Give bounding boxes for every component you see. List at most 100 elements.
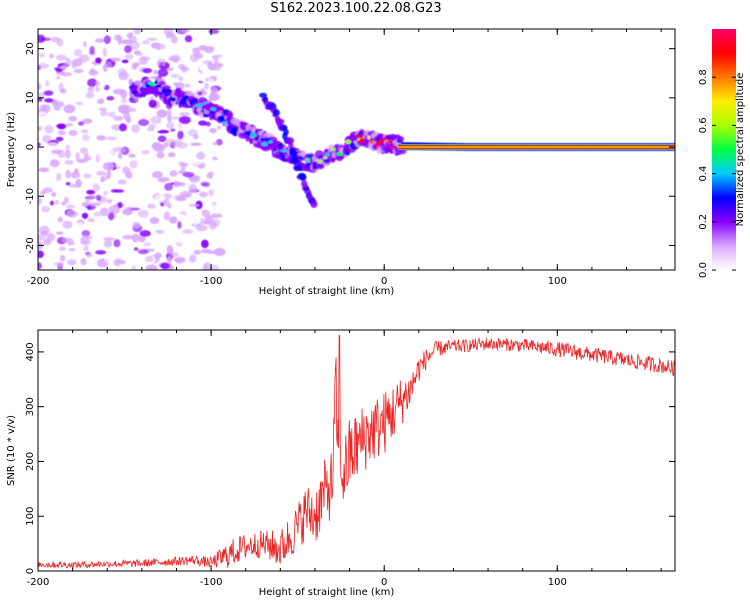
spectrogram-noise-blob xyxy=(140,126,146,133)
spectrogram-noise-blob xyxy=(73,48,83,57)
spectrogram-noise-blob xyxy=(154,124,162,131)
spectrogram-ridge-core xyxy=(184,95,189,99)
spectrogram-noise-blob xyxy=(63,196,69,204)
spectrogram-noise-blob xyxy=(54,199,60,205)
spectrogram-noise-blob xyxy=(198,75,206,82)
spectrogram-noise-blob xyxy=(123,104,131,110)
spectrogram-noise-blob xyxy=(157,68,169,77)
spectrogram-noise-blob xyxy=(209,127,217,134)
spectrogram-noise-blob xyxy=(144,255,154,263)
spectrogram-noise-blob xyxy=(124,45,132,54)
spectrogram-noise-blob xyxy=(112,88,125,95)
spectrogram-noise-blob xyxy=(147,267,159,270)
spectrogram-noise-blob xyxy=(65,149,71,159)
spectrogram-noise-blob xyxy=(57,149,66,159)
spectrogram-noise-blob xyxy=(46,71,55,78)
spectrogram-noise-blob xyxy=(180,211,187,216)
spectrogram-noise-blob xyxy=(124,53,134,60)
colorbar-tick-label: 0.6 xyxy=(698,117,709,133)
spectrogram-noise-blob xyxy=(85,92,95,99)
spectrogram-noise-blob xyxy=(53,103,61,111)
spectrogram-noise-blob xyxy=(40,37,52,41)
spectrogram-noise-blob xyxy=(202,60,213,65)
spectrogram-noise-blob xyxy=(62,220,73,229)
spectrogram-secondary-blob xyxy=(288,142,294,148)
spectrogram-noise-blob xyxy=(128,32,134,37)
spectrogram-secondary-blob xyxy=(299,173,307,182)
spectrogram-ridge-core xyxy=(261,142,268,147)
spectrogram-noise-blob xyxy=(51,191,56,197)
spectrogram-noise-blob xyxy=(177,221,182,229)
spectrogram-noise-blob xyxy=(63,104,76,114)
spectrogram-noise-blob xyxy=(82,235,93,240)
spectrogram-noise-blob xyxy=(137,249,149,255)
spectrogram-noise-blob xyxy=(183,147,193,155)
spectrogram-noise-blob xyxy=(154,252,162,258)
spectrogram-noise-blob xyxy=(135,137,148,146)
spectrogram-noise-blob xyxy=(117,68,127,76)
spectrogram-noise-blob xyxy=(182,134,194,142)
spectrogram-noise-blob xyxy=(77,221,84,229)
spectrogram-noise-blob xyxy=(56,38,64,47)
spectrogram-noise-blob xyxy=(129,160,138,169)
spectrogram-noise-blob xyxy=(175,234,185,244)
spectrogram-noise-blob xyxy=(157,129,170,134)
spectrogram-noise-blob xyxy=(131,124,140,134)
spectrogram-noise-blob xyxy=(57,130,66,136)
spectrogram-ridge-core xyxy=(179,100,186,105)
spectrogram-noise-blob xyxy=(81,118,93,124)
spectrogram-noise-blob xyxy=(95,170,107,176)
spectrogram-noise-blob xyxy=(55,76,61,80)
spectrogram-ridge-core xyxy=(249,132,257,138)
spectrogram-noise-blob xyxy=(49,200,54,206)
spectrogram-ridge-core xyxy=(221,121,228,124)
spectrogram-noise-blob xyxy=(163,211,170,221)
spectrogram-noise-blob xyxy=(208,29,220,35)
spectrogram-noise-blob xyxy=(146,127,155,132)
snr-xlabel: Height of straight line (km) xyxy=(259,587,395,598)
spectrogram-secondary-blob xyxy=(296,164,303,171)
spectrogram-ridge-blob xyxy=(153,91,159,98)
spectrogram-ridge-core xyxy=(361,135,366,139)
spectrogram-noise-blob xyxy=(87,217,95,223)
spectrogram-noise-blob xyxy=(149,75,159,80)
spectrogram-ridge-core xyxy=(375,144,379,148)
spectrogram-noise-blob xyxy=(182,171,195,178)
spectrogram-noise-blob xyxy=(168,248,175,253)
spectrogram-noise-blob xyxy=(166,109,172,116)
spectrogram-noise-blob xyxy=(72,208,84,212)
spectrogram-noise-blob xyxy=(112,68,117,76)
spectrogram-noise-blob xyxy=(185,83,190,88)
spectrogram-ytick-label: 10 xyxy=(25,91,36,104)
spectrogram-ridge-core xyxy=(388,140,393,144)
spectrogram-secondary-blob xyxy=(292,157,299,162)
spectrogram-noise-blob xyxy=(103,254,112,263)
spectrogram-noise-blob xyxy=(104,174,109,181)
spectrogram-noise-blob xyxy=(55,231,64,235)
spectrogram-noise-blob xyxy=(58,246,66,251)
spectrogram-noise-blob xyxy=(169,251,179,258)
spectrogram-noise-blob xyxy=(68,248,76,252)
snr-xtick-label: -200 xyxy=(27,577,50,588)
spectrogram-noise-blob xyxy=(178,200,188,207)
spectrogram-noise-blob xyxy=(39,104,47,112)
spectrogram-noise-blob xyxy=(46,232,56,242)
spectrogram-noise-blob xyxy=(44,125,54,134)
spectrogram-noise-blob xyxy=(139,230,151,237)
colorbar-label: Normalized spectral amplitude xyxy=(735,73,746,227)
colorbar: 0.0 0.2 0.4 0.6 0.8 Normalized spectral ampli… xyxy=(698,29,746,278)
spectrogram-noise-blob xyxy=(92,183,101,192)
spectrogram-noise-blob xyxy=(68,115,78,122)
spectrogram-noise-blob xyxy=(87,78,98,87)
figure-title: S162.2023.100.22.08.G23 xyxy=(270,1,442,16)
spectrogram-noise-blob xyxy=(105,136,117,141)
spectrogram-steady-core xyxy=(398,146,675,148)
spectrogram-noise-blob xyxy=(95,250,107,255)
spectrogram-noise-blob xyxy=(170,74,180,78)
spectrogram-noise-blob xyxy=(202,265,210,270)
spectrogram-noise-blob xyxy=(149,217,160,225)
spectrogram-noise-blob xyxy=(155,229,165,234)
spectrogram-noise-blob xyxy=(61,237,72,244)
spectrogram-ridge-blob xyxy=(229,129,239,134)
spectrogram-noise-blob xyxy=(160,262,171,270)
